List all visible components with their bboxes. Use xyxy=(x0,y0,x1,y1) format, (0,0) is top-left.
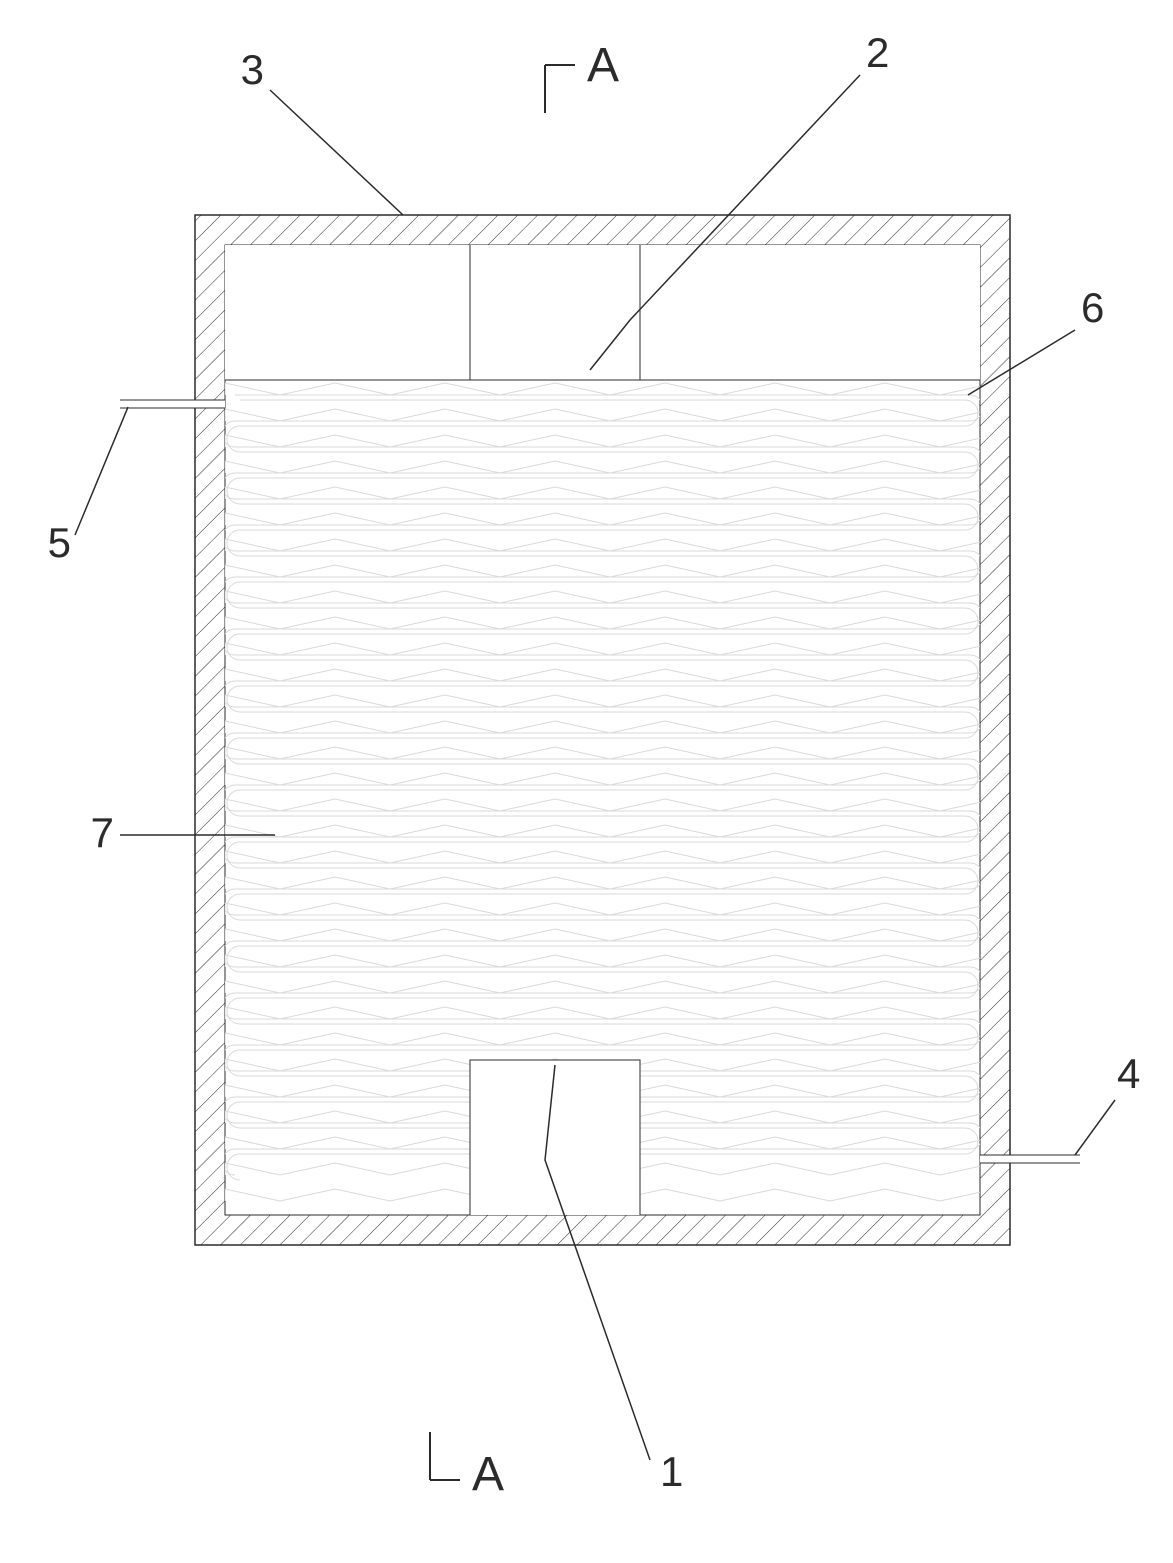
section-mark-bottom xyxy=(430,1432,460,1480)
callout-5: 5 xyxy=(48,519,71,566)
callout-1: 1 xyxy=(660,1448,683,1495)
callout-7: 7 xyxy=(91,809,114,856)
leader-4 xyxy=(1075,1100,1115,1155)
leader-5 xyxy=(75,407,128,535)
callout-4: 4 xyxy=(1117,1050,1140,1097)
section-mark-top xyxy=(545,65,575,113)
top-compartment-bg xyxy=(225,245,980,380)
callout-6: 6 xyxy=(1081,284,1104,331)
section-label-bottom: A xyxy=(472,1448,504,1501)
section-label-top: A xyxy=(587,39,619,92)
leader-3 xyxy=(270,90,403,215)
callout-3: 3 xyxy=(241,46,264,93)
pipe-right-fill xyxy=(980,1155,1080,1163)
diagram-page: { "canvas":{"w":1173,"h":1563,"bg":"#fff… xyxy=(0,0,1173,1563)
bottom-box-bg xyxy=(470,1060,640,1215)
callout-2: 2 xyxy=(866,29,889,76)
diagram-svg: A A 1 2 3 4 5 6 7 xyxy=(0,0,1173,1563)
pipe-left-fill xyxy=(120,400,225,408)
